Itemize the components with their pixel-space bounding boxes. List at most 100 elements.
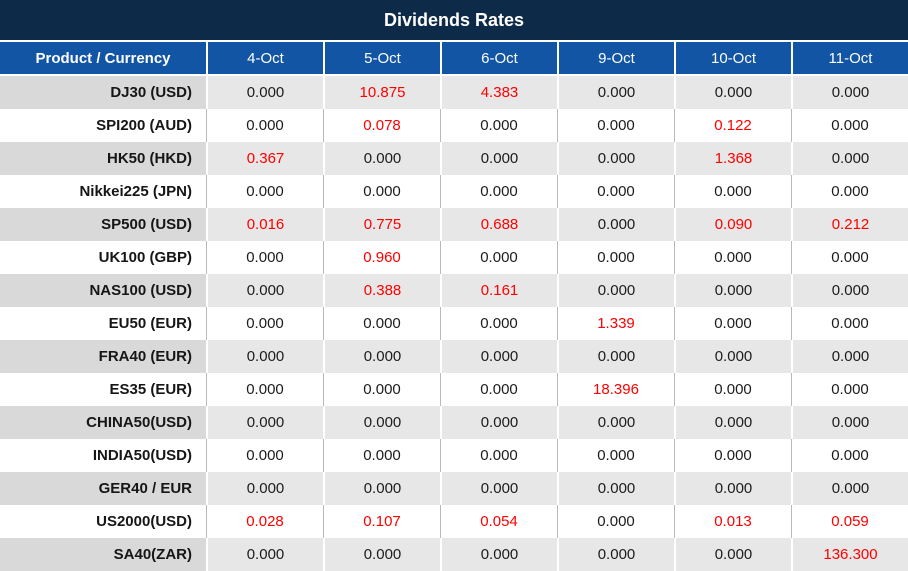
value-cell: 0.013 [674,505,791,538]
value-cell: 0.000 [557,340,674,373]
value-cell: 0.000 [557,274,674,307]
table-row: ES35 (EUR) 0.000 0.000 0.000 18.396 0.000 0.00… [0,373,908,406]
value-cell: 0.090 [674,208,791,241]
value-cell: 0.000 [791,406,908,439]
product-cell: DJ30 (USD) [0,76,206,109]
table-row: DJ30 (USD) 0.000 10.875 4.383 0.000 0.000 0.00… [0,76,908,109]
value-cell: 0.000 [440,538,557,571]
product-cell: CHINA50(USD) [0,406,206,439]
value-cell: 0.000 [791,109,908,142]
product-cell: US2000(USD) [0,505,206,538]
value-cell: 0.000 [557,175,674,208]
table-row: NAS100 (USD) 0.000 0.388 0.161 0.000 0.000 0.0… [0,274,908,307]
table-row: SA40(ZAR) 0.000 0.000 0.000 0.000 0.000 136.30… [0,538,908,571]
value-cell: 0.000 [440,406,557,439]
value-cell: 18.396 [557,373,674,406]
table-row: US2000(USD) 0.028 0.107 0.054 0.000 0.013 0.05… [0,505,908,538]
value-cell: 0.000 [674,175,791,208]
value-cell: 0.000 [323,439,440,472]
table-row: GER40 / EUR 0.000 0.000 0.000 0.000 0.000 0.00… [0,472,908,505]
value-cell: 0.000 [206,274,323,307]
table-row: INDIA50(USD) 0.000 0.000 0.000 0.000 0.000 0.0… [0,439,908,472]
value-cell: 0.000 [674,76,791,109]
header-date-3: 6-Oct [440,42,557,76]
value-cell: 0.000 [791,472,908,505]
value-cell: 0.000 [557,538,674,571]
table-header: Product / Currency 4-Oct 5-Oct 6-Oct 9-O… [0,42,908,76]
table-row: SP500 (USD) 0.016 0.775 0.688 0.000 0.090 0.21… [0,208,908,241]
value-cell: 0.000 [674,373,791,406]
value-cell: 0.212 [791,208,908,241]
header-date-5: 10-Oct [674,42,791,76]
table-row: CHINA50(USD) 0.000 0.000 0.000 0.000 0.000 0.0… [0,406,908,439]
product-cell: HK50 (HKD) [0,142,206,175]
value-cell: 0.000 [323,340,440,373]
value-cell: 0.000 [206,340,323,373]
value-cell: 0.000 [557,505,674,538]
value-cell: 0.000 [674,538,791,571]
value-cell: 0.367 [206,142,323,175]
table-body: DJ30 (USD) 0.000 10.875 4.383 0.000 0.000 0.00… [0,76,908,571]
value-cell: 0.107 [323,505,440,538]
value-cell: 0.028 [206,505,323,538]
value-cell: 0.000 [557,406,674,439]
table-row: HK50 (HKD) 0.367 0.000 0.000 0.000 1.368 0.000 [0,142,908,175]
value-cell: 0.000 [674,307,791,340]
value-cell: 0.000 [323,175,440,208]
product-cell: NAS100 (USD) [0,274,206,307]
value-cell: 136.300 [791,538,908,571]
value-cell: 0.000 [440,439,557,472]
value-cell: 0.059 [791,505,908,538]
product-cell: UK100 (GBP) [0,241,206,274]
value-cell: 0.000 [206,406,323,439]
value-cell: 0.000 [674,439,791,472]
table-row: EU50 (EUR) 0.000 0.000 0.000 1.339 0.000 0.000 [0,307,908,340]
product-cell: SPI200 (AUD) [0,109,206,142]
value-cell: 0.000 [674,340,791,373]
value-cell: 0.000 [440,307,557,340]
table-row: FRA40 (EUR) 0.000 0.000 0.000 0.000 0.000 0.00… [0,340,908,373]
product-cell: FRA40 (EUR) [0,340,206,373]
value-cell: 0.000 [323,538,440,571]
header-date-1: 4-Oct [206,42,323,76]
value-cell: 0.000 [674,241,791,274]
value-cell: 0.000 [323,373,440,406]
value-cell: 0.000 [674,472,791,505]
product-cell: Nikkei225 (JPN) [0,175,206,208]
value-cell: 0.122 [674,109,791,142]
value-cell: 0.000 [323,142,440,175]
value-cell: 0.000 [206,538,323,571]
value-cell: 0.000 [440,109,557,142]
value-cell: 0.000 [206,109,323,142]
value-cell: 0.000 [440,373,557,406]
value-cell: 1.368 [674,142,791,175]
value-cell: 0.000 [791,175,908,208]
table-row: Nikkei225 (JPN) 0.000 0.000 0.000 0.000 0.000… [0,175,908,208]
value-cell: 0.000 [791,76,908,109]
header-row: Product / Currency 4-Oct 5-Oct 6-Oct 9-O… [0,42,908,76]
value-cell: 0.000 [206,307,323,340]
value-cell: 0.000 [206,472,323,505]
value-cell: 0.000 [323,307,440,340]
value-cell: 0.000 [323,472,440,505]
value-cell: 0.000 [557,208,674,241]
value-cell: 0.775 [323,208,440,241]
product-cell: INDIA50(USD) [0,439,206,472]
value-cell: 0.000 [440,142,557,175]
value-cell: 0.000 [674,274,791,307]
value-cell: 0.161 [440,274,557,307]
title-bar: Dividends Rates [0,0,908,42]
value-cell: 0.000 [440,472,557,505]
value-cell: 0.000 [557,109,674,142]
header-product-currency: Product / Currency [0,42,206,76]
table-row: SPI200 (AUD) 0.000 0.078 0.000 0.000 0.122 0.0… [0,109,908,142]
value-cell: 0.000 [557,142,674,175]
value-cell: 0.688 [440,208,557,241]
header-date-2: 5-Oct [323,42,440,76]
value-cell: 0.054 [440,505,557,538]
dividends-table: Product / Currency 4-Oct 5-Oct 6-Oct 9-O… [0,42,908,571]
value-cell: 0.000 [674,406,791,439]
value-cell: 0.000 [440,175,557,208]
value-cell: 0.000 [557,76,674,109]
